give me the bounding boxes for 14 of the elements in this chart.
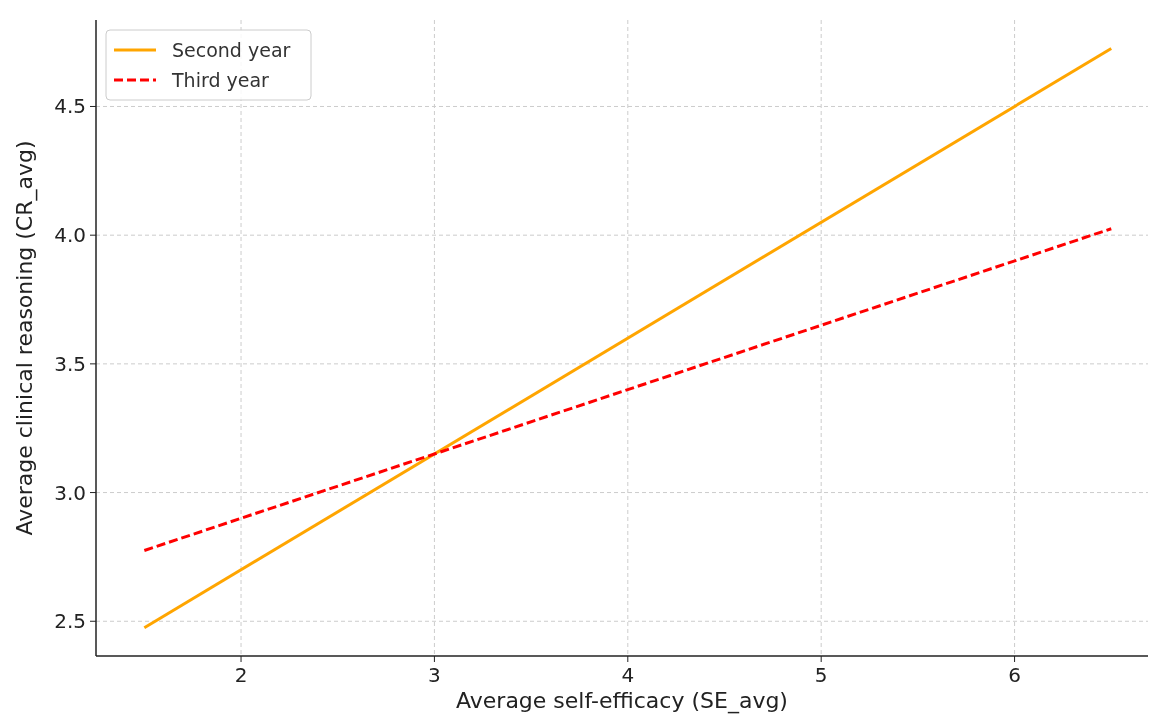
x-tick-label: 6 (1008, 663, 1021, 687)
x-tick-label: 3 (428, 663, 441, 687)
y-tick-label: 4.5 (54, 94, 86, 119)
y-tick-label: 3.5 (54, 351, 86, 376)
x-tick-label: 4 (621, 663, 635, 687)
y-tick-label: 4.0 (54, 223, 86, 248)
y-axis-title: Average clinical reasoning (CR_avg) (12, 140, 38, 536)
x-tick-label: 2 (234, 663, 248, 687)
x-axis-title: Average self-efficacy (SE_avg) (456, 688, 788, 714)
legend-label: Third year (171, 69, 270, 91)
x-tick-label: 5 (814, 663, 828, 687)
legend-label: Second year (172, 39, 291, 61)
y-tick-label: 3.0 (54, 480, 86, 505)
y-tick-label: 2.5 (54, 609, 86, 634)
